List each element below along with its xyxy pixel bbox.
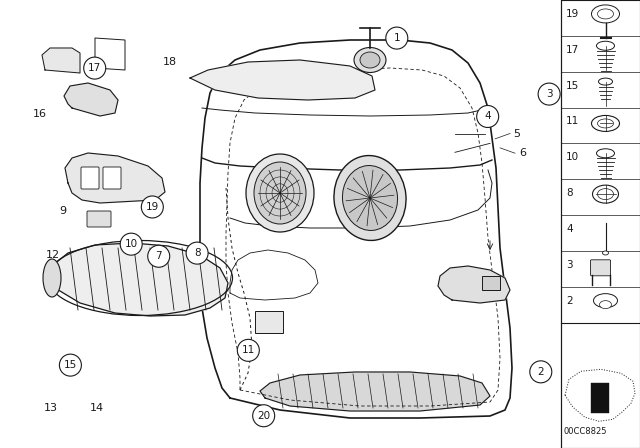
Text: 3: 3 [546, 89, 552, 99]
Circle shape [120, 233, 142, 255]
Text: 4: 4 [566, 224, 573, 234]
Ellipse shape [596, 149, 614, 158]
Ellipse shape [360, 52, 380, 68]
Text: 12: 12 [46, 250, 60, 260]
Ellipse shape [598, 119, 614, 128]
Polygon shape [65, 153, 165, 203]
Ellipse shape [591, 5, 620, 23]
Ellipse shape [334, 155, 406, 241]
Ellipse shape [254, 162, 306, 224]
Text: 19: 19 [566, 9, 579, 19]
Text: 10: 10 [566, 152, 579, 162]
Text: 17: 17 [88, 63, 101, 73]
Circle shape [60, 354, 81, 376]
Text: 11: 11 [242, 345, 255, 355]
Polygon shape [50, 243, 228, 316]
Ellipse shape [246, 154, 314, 232]
Polygon shape [42, 48, 80, 73]
Circle shape [538, 83, 560, 105]
Circle shape [148, 245, 170, 267]
Text: 8: 8 [566, 188, 573, 198]
Text: 17: 17 [566, 45, 579, 55]
Text: 3: 3 [566, 260, 573, 270]
Ellipse shape [593, 293, 618, 308]
Ellipse shape [354, 47, 386, 73]
Circle shape [530, 361, 552, 383]
Text: 4: 4 [484, 112, 491, 121]
Polygon shape [190, 60, 375, 100]
Ellipse shape [598, 9, 614, 19]
Text: 19: 19 [146, 202, 159, 212]
Text: 2: 2 [538, 367, 544, 377]
Polygon shape [438, 266, 510, 303]
Circle shape [253, 405, 275, 427]
Text: 10: 10 [125, 239, 138, 249]
FancyBboxPatch shape [81, 167, 99, 189]
Text: 1: 1 [394, 33, 400, 43]
Circle shape [386, 27, 408, 49]
Circle shape [141, 196, 163, 218]
Text: 16: 16 [33, 109, 47, 119]
Text: 15: 15 [566, 81, 579, 90]
Bar [561, 0, 640, 448]
Text: 13: 13 [44, 403, 58, 413]
Text: 18: 18 [163, 57, 177, 67]
Text: 5: 5 [513, 129, 520, 139]
Polygon shape [260, 372, 490, 411]
Ellipse shape [43, 259, 61, 297]
Text: 15: 15 [64, 360, 77, 370]
FancyBboxPatch shape [591, 260, 611, 276]
Text: 20: 20 [257, 411, 270, 421]
Text: 8: 8 [194, 248, 200, 258]
FancyBboxPatch shape [482, 276, 500, 290]
Circle shape [237, 339, 259, 362]
FancyBboxPatch shape [255, 311, 283, 333]
Ellipse shape [598, 78, 612, 85]
Text: 11: 11 [566, 116, 579, 126]
Polygon shape [64, 83, 118, 116]
Ellipse shape [600, 301, 611, 309]
Ellipse shape [591, 116, 620, 131]
Text: 14: 14 [90, 403, 104, 413]
FancyBboxPatch shape [87, 211, 111, 227]
FancyBboxPatch shape [103, 167, 121, 189]
Circle shape [84, 57, 106, 79]
Text: 00CC8825: 00CC8825 [564, 427, 607, 436]
Text: 2: 2 [566, 296, 573, 306]
Ellipse shape [596, 41, 614, 50]
Bar [591, 383, 609, 413]
Ellipse shape [342, 165, 397, 230]
Circle shape [186, 242, 208, 264]
Circle shape [477, 105, 499, 128]
Text: 9: 9 [59, 206, 66, 215]
Ellipse shape [602, 251, 609, 255]
Ellipse shape [598, 189, 614, 200]
Text: 7: 7 [156, 251, 162, 261]
Text: 6: 6 [520, 148, 527, 158]
Ellipse shape [593, 185, 618, 203]
